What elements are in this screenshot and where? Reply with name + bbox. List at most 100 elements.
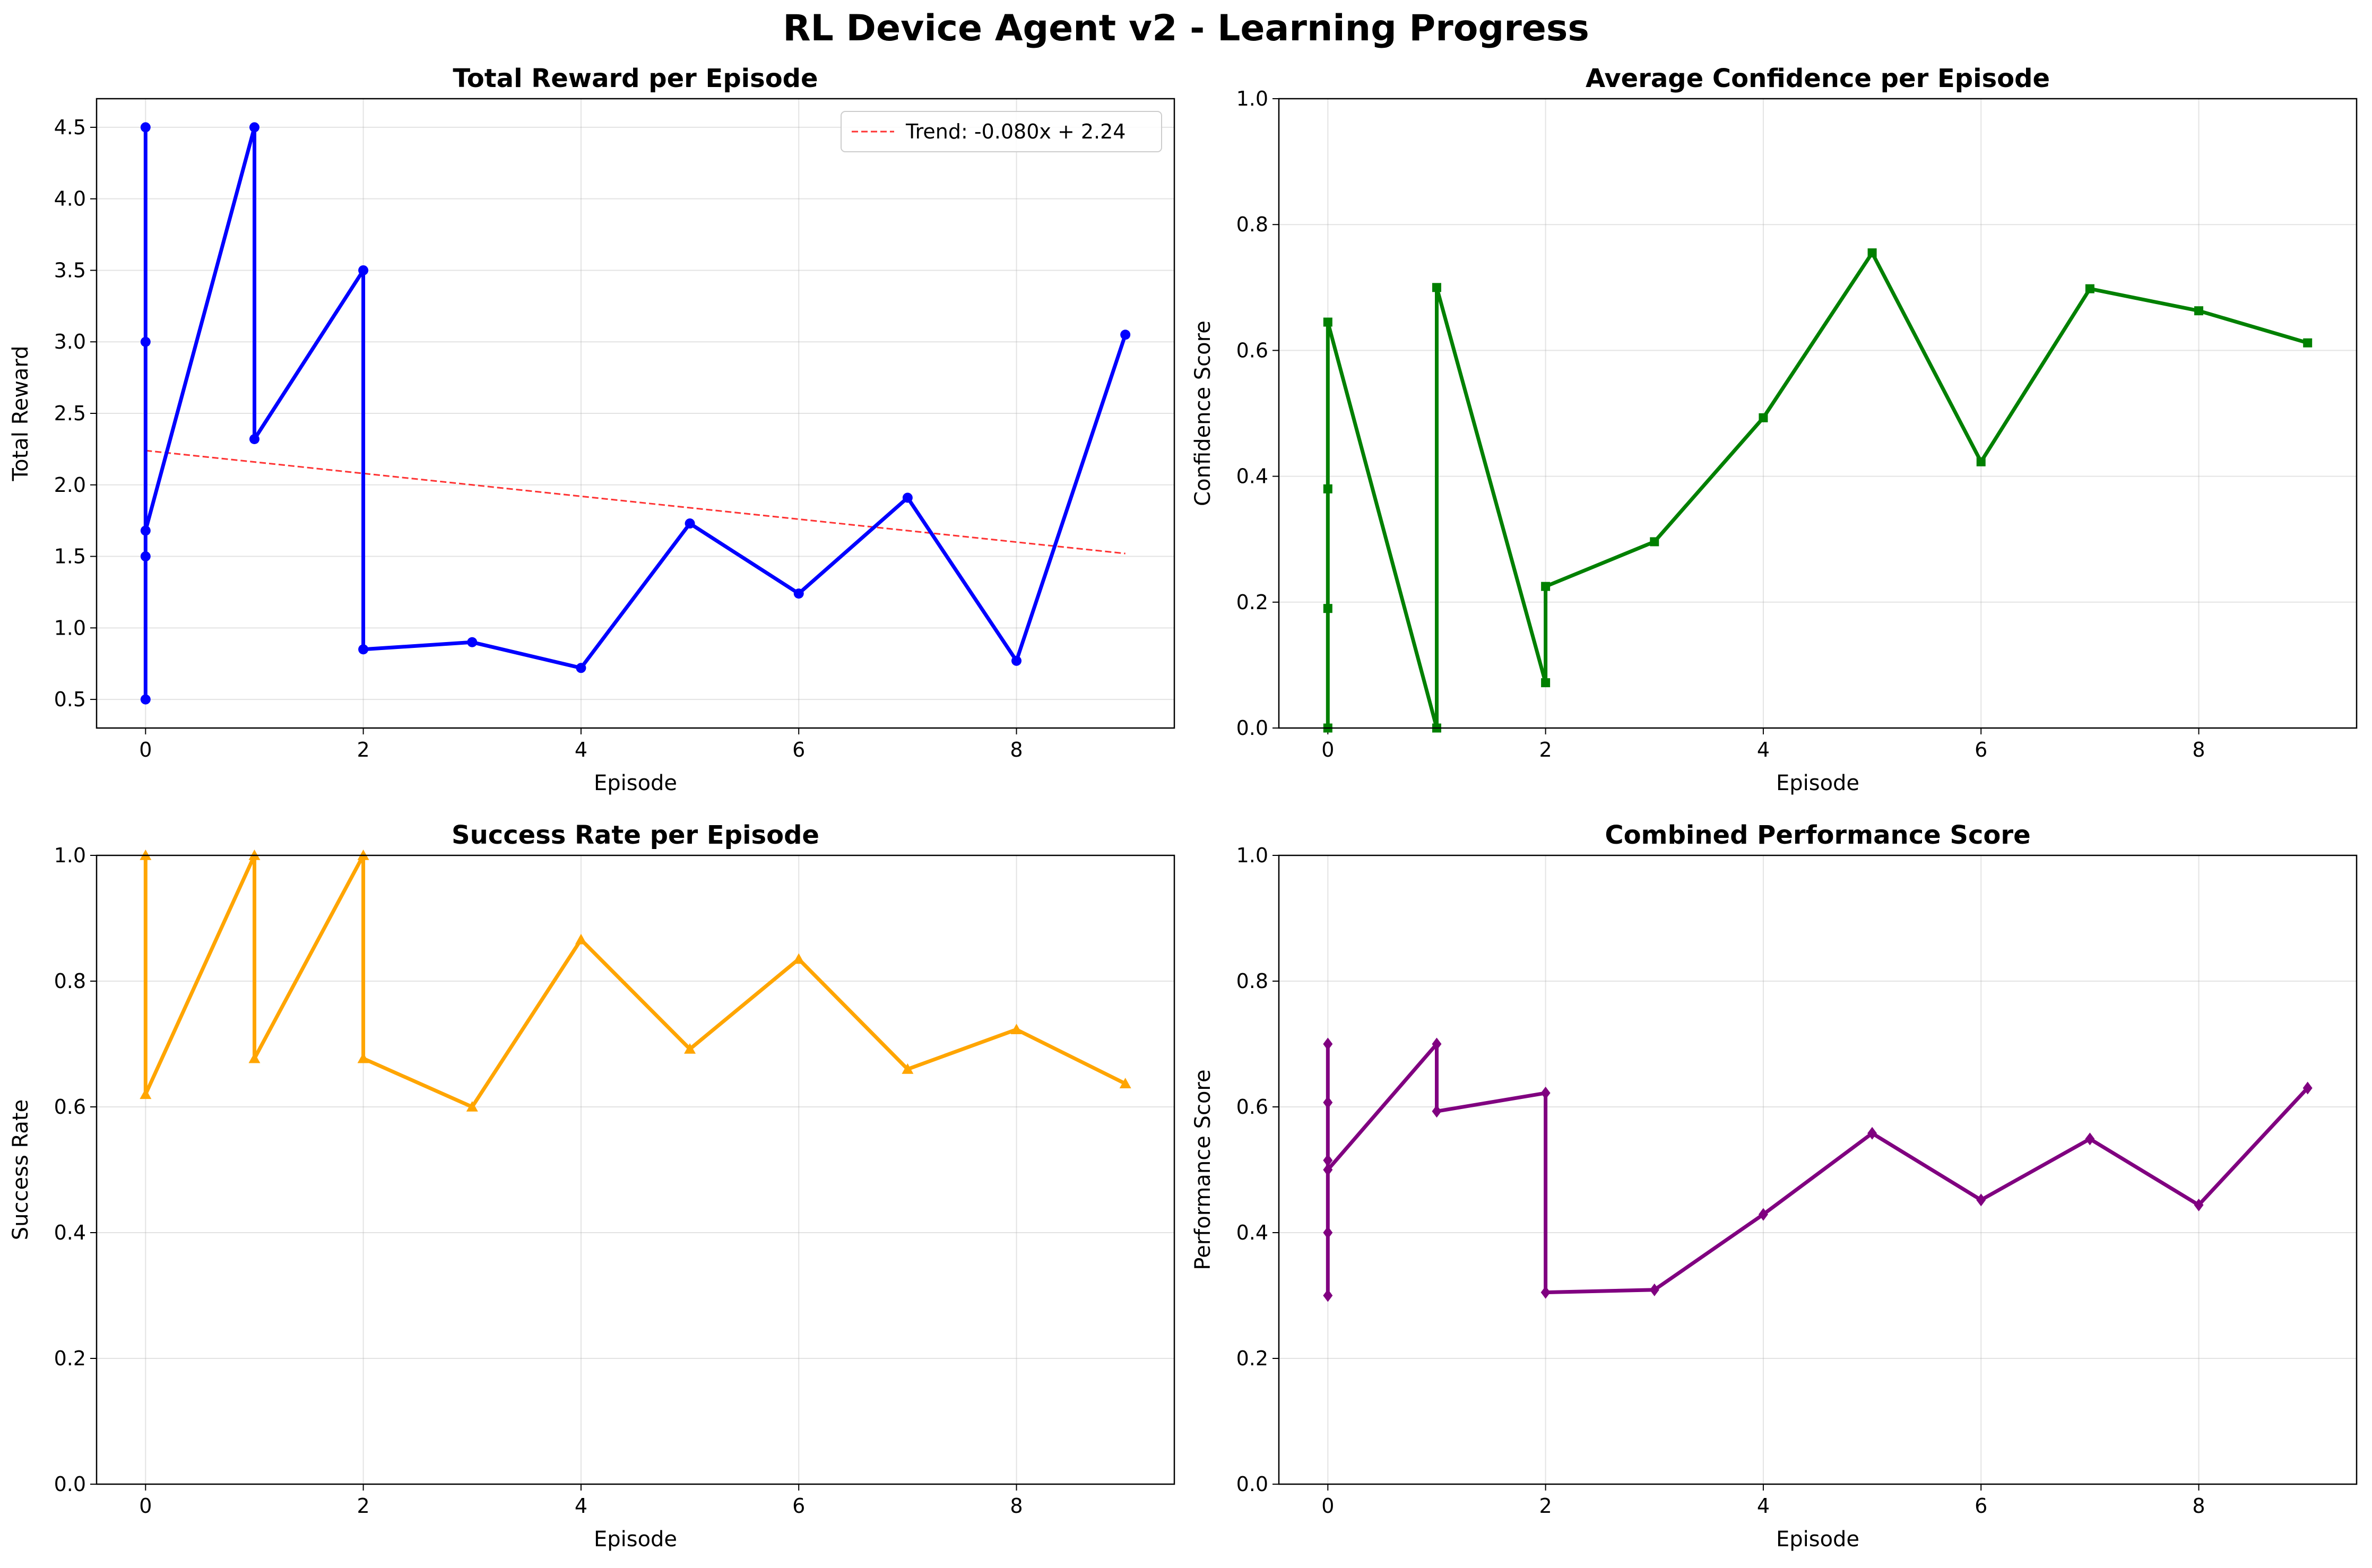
figure-title: RL Device Agent v2 - Learning Progress bbox=[783, 7, 1589, 49]
x-tick-label: 2 bbox=[357, 1494, 370, 1518]
data-point-7 bbox=[1432, 1105, 1442, 1118]
data-point-0 bbox=[140, 694, 151, 705]
legend-box bbox=[841, 111, 1162, 152]
y-tick-label: 1.5 bbox=[54, 545, 86, 568]
subplots: 0 2 4 6 8 0.5 1.0 1.5 2.0 2.5 3.0 3.5 4.0 4.5 Trend: -… bbox=[8, 64, 2358, 1552]
data-point-8 bbox=[1650, 537, 1659, 547]
data-point-16 bbox=[2302, 1081, 2313, 1095]
data-point-11 bbox=[685, 518, 695, 529]
subplot-title: Success Rate per Episode bbox=[452, 820, 819, 850]
data-point-1 bbox=[140, 1088, 152, 1099]
data-point-10 bbox=[1649, 1283, 1659, 1296]
data-point-13 bbox=[2194, 306, 2204, 316]
y-tick-label: 0.2 bbox=[1236, 591, 1268, 614]
data-point-6 bbox=[466, 1101, 478, 1112]
data-point-10 bbox=[902, 1063, 914, 1074]
x-axis-label: Episode bbox=[594, 771, 677, 795]
data-point-0 bbox=[1323, 1289, 1333, 1302]
x-tick-label: 6 bbox=[792, 738, 805, 761]
x-tick-label: 6 bbox=[792, 1494, 805, 1518]
data-point-14 bbox=[2085, 1132, 2095, 1146]
y-tick-label: 0.8 bbox=[1236, 969, 1268, 993]
data-point-4 bbox=[140, 525, 151, 536]
x-axis-label: Episode bbox=[1776, 1527, 1859, 1552]
data-point-15 bbox=[1120, 330, 1131, 340]
data-point-3 bbox=[1323, 1096, 1333, 1109]
series-line bbox=[143, 125, 1128, 701]
data-point-3 bbox=[140, 336, 151, 347]
data-point-10 bbox=[1867, 248, 1877, 258]
y-tick-label: 3.0 bbox=[54, 330, 86, 353]
x-axis-label: Episode bbox=[1776, 771, 1859, 795]
data-point-3 bbox=[248, 1052, 261, 1063]
y-tick-label: 1.0 bbox=[1236, 844, 1268, 867]
y-tick-label: 0.4 bbox=[1236, 1221, 1268, 1244]
x-tick-label: 0 bbox=[1321, 1494, 1334, 1518]
data-point-6 bbox=[249, 434, 259, 445]
data-point-9 bbox=[467, 637, 478, 647]
y-tick-label: 0.5 bbox=[54, 688, 86, 711]
data-point-10 bbox=[576, 663, 586, 673]
subplot-2: 0 2 4 6 8 0.0 0.2 0.4 0.6 0.8 1.0 Average Confidenc… bbox=[1191, 64, 2358, 795]
x-tick-label: 4 bbox=[1757, 1494, 1770, 1518]
y-tick-label: 3.5 bbox=[54, 258, 86, 282]
data-point-9 bbox=[793, 953, 805, 964]
subplot-4: 0 2 4 6 8 0.0 0.2 0.4 0.6 0.8 1.0 Combined Performa… bbox=[1191, 820, 2358, 1552]
data-point-15 bbox=[2194, 1198, 2204, 1211]
subplot-3: 0 2 4 6 8 0.0 0.2 0.4 0.6 0.8 1.0 Success Rate per … bbox=[8, 820, 1175, 1552]
subplot-title: Average Confidence per Episode bbox=[1586, 64, 2050, 93]
x-tick-label: 0 bbox=[139, 738, 152, 761]
data-point-7 bbox=[358, 265, 369, 275]
data-point-5 bbox=[1432, 283, 1441, 292]
subplot-title: Total Reward per Episode bbox=[453, 64, 818, 93]
data-point-8 bbox=[1540, 1086, 1551, 1099]
y-tick-label: 4.5 bbox=[54, 116, 86, 139]
axes-frame bbox=[1278, 98, 2358, 729]
data-point-1 bbox=[140, 551, 151, 562]
y-tick-label: 0.2 bbox=[1236, 1347, 1268, 1370]
x-axis-label: Episode bbox=[594, 1527, 677, 1552]
data-point-9 bbox=[1759, 413, 1768, 422]
x-tick-label: 2 bbox=[1539, 738, 1552, 761]
data-point-12 bbox=[793, 588, 804, 599]
y-tick-label: 0.2 bbox=[54, 1347, 86, 1370]
data-point-12 bbox=[1119, 1078, 1131, 1088]
x-tick-label: 8 bbox=[1010, 1494, 1023, 1518]
x-tick-label: 6 bbox=[1975, 738, 1987, 761]
axes-frame bbox=[1278, 854, 2358, 1485]
series-1 bbox=[140, 122, 1131, 705]
y-tick-label: 0.0 bbox=[1236, 716, 1268, 740]
data-point-8 bbox=[684, 1043, 696, 1054]
data-point-11 bbox=[1010, 1024, 1023, 1035]
data-point-12 bbox=[1867, 1127, 1877, 1140]
data-point-4 bbox=[1323, 1154, 1333, 1167]
data-point-11 bbox=[1976, 457, 1986, 466]
y-tick-label: 0.4 bbox=[54, 1221, 86, 1244]
y-tick-label: 0.8 bbox=[54, 969, 86, 993]
ticks: 0 2 4 6 8 0.5 1.0 1.5 2.0 2.5 3.0 3.5 4.0 4.5 bbox=[54, 116, 1023, 761]
y-tick-label: 0.8 bbox=[1236, 213, 1268, 236]
data-point-3 bbox=[1323, 317, 1332, 327]
y-tick-label: 2.0 bbox=[54, 473, 86, 497]
legend-label: Trend: -0.080x + 2.24 bbox=[905, 120, 1126, 143]
ticks: 0 2 4 6 8 0.0 0.2 0.4 0.6 0.8 1.0 bbox=[1236, 844, 2205, 1518]
x-tick-label: 2 bbox=[1539, 1494, 1552, 1518]
data-point-14 bbox=[1011, 655, 1022, 666]
y-tick-label: 1.0 bbox=[1236, 87, 1268, 110]
data-point-6 bbox=[1541, 678, 1551, 688]
x-tick-label: 6 bbox=[1975, 1494, 1987, 1518]
data-point-11 bbox=[1758, 1208, 1768, 1221]
x-tick-label: 0 bbox=[1321, 738, 1334, 761]
x-tick-label: 8 bbox=[1010, 738, 1023, 761]
x-tick-label: 4 bbox=[575, 738, 587, 761]
y-tick-label: 2.5 bbox=[54, 402, 86, 425]
y-tick-label: 0.6 bbox=[1236, 339, 1268, 362]
x-tick-label: 0 bbox=[139, 1494, 152, 1518]
ticks: 0 2 4 6 8 0.0 0.2 0.4 0.6 0.8 1.0 bbox=[54, 844, 1023, 1518]
x-tick-label: 8 bbox=[2192, 1494, 2205, 1518]
y-tick-label: 0.6 bbox=[1236, 1095, 1268, 1119]
subplot-title: Combined Performance Score bbox=[1605, 820, 2030, 850]
y-tick-label: 0.6 bbox=[54, 1095, 86, 1119]
